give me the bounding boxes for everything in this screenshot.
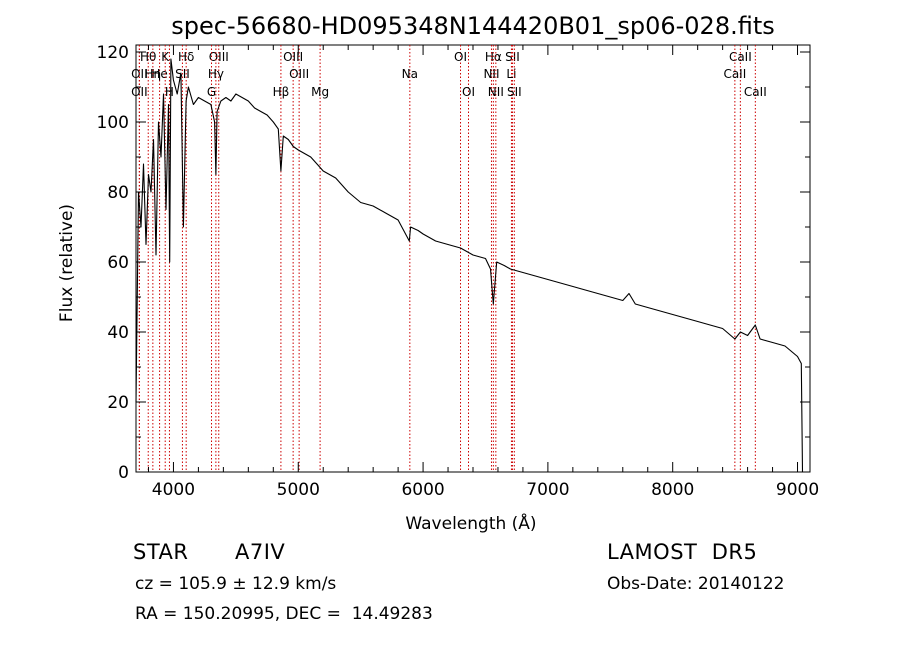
line-marker-label: SII [505,50,520,64]
line-marker-label: CaII [723,67,746,81]
y-tick-label: 20 [107,393,129,413]
line-marker-label: Hη [145,67,162,81]
survey-name: LAMOST DR5 [607,540,758,564]
object-subclass: A7IV [235,540,286,564]
line-marker-label: SII [175,67,190,81]
line-marker-label: G [207,85,216,99]
x-tick-label: 6000 [401,480,444,500]
line-marker-label: CaII [729,50,752,64]
y-tick-label: 40 [107,323,129,343]
line-marker-label: OIII [209,50,229,64]
x-tick-label: 5000 [277,480,320,500]
line-marker-label: OI [462,85,475,99]
y-tick-label: 0 [118,463,129,483]
line-marker-label: Hθ [140,50,156,64]
coordinates: RA = 150.20995, DEC = 14.49283 [135,604,433,624]
line-marker-label: OII [131,85,148,99]
y-tick-label: 60 [107,253,129,273]
x-tick-label: 4000 [152,480,195,500]
object-class: STAR [133,540,189,564]
line-marker-label: Mg [311,85,329,99]
line-marker-label: K [161,50,170,64]
x-tick-label: 8000 [651,480,694,500]
x-axis-label: Wavelength (Å) [405,512,536,534]
line-marker-label: Na [402,67,418,81]
y-tick-label: 80 [107,183,129,203]
y-tick-label: 100 [97,113,129,133]
redshift-velocity: cz = 105.9 ± 12.9 km/s [135,574,337,594]
y-tick-label: 120 [97,43,129,63]
line-marker-label: SII [507,85,522,99]
plot-area-border [135,44,811,473]
line-marker-label: Hα [485,50,502,64]
line-marker-label: Hβ [273,85,290,99]
line-marker-label: Hγ [208,67,224,81]
line-marker-label: CaII [744,85,767,99]
line-marker-label: Li [506,67,516,81]
line-marker-label: H [165,85,174,99]
line-marker-label: OIII [283,50,303,64]
line-marker-label: Hδ [178,50,194,64]
x-tick-label: 7000 [526,480,569,500]
line-marker-label: NII [488,85,504,99]
chart-title: spec-56680-HD095348N144420B01_sp06-028.f… [171,12,775,40]
plot-frame [135,44,811,473]
axes: 4000 5000 6000 7000 8000 9000 0 20 40 60 80 100 120 [97,43,820,500]
line-marker-label: He [151,67,167,81]
line-marker-label: OIII [289,67,309,81]
line-marker-label: OI [454,50,467,64]
line-marker-label: NII [483,67,499,81]
observation-date: Obs-Date: 20140122 [607,574,785,594]
x-tick-label: 9000 [776,480,819,500]
y-axis-label: Flux (relative) [57,204,77,322]
spectrum-line [135,58,804,473]
spectrum-series [135,58,804,473]
